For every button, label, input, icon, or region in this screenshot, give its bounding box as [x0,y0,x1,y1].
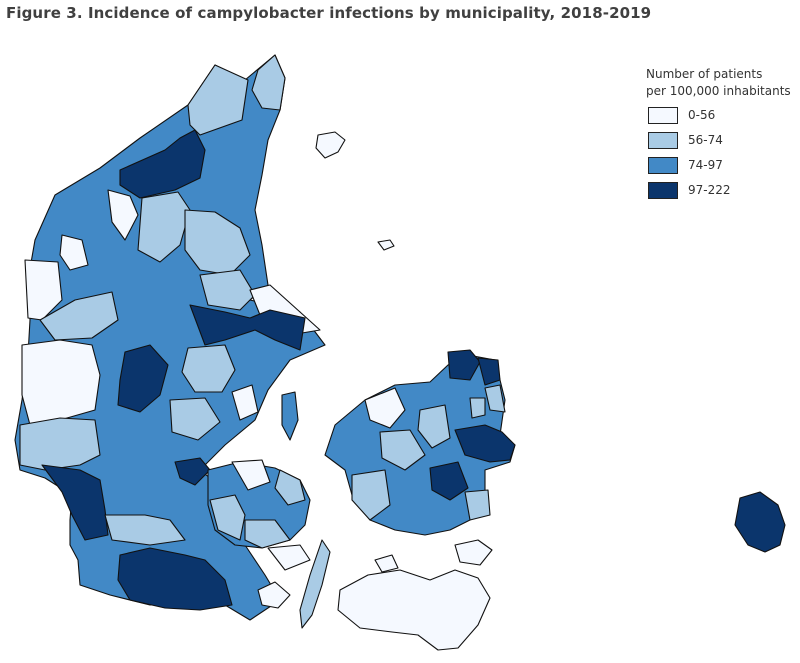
municipality [267,544,311,571]
legend-label: 0-56 [688,108,716,122]
laeso-island [315,131,346,159]
municipality [199,269,256,311]
municipality [454,424,516,463]
municipality [417,404,451,449]
als-island [257,581,291,609]
legend-item: 56-74 [646,130,796,150]
samso-island [281,391,299,441]
municipality [107,189,139,241]
municipality [104,514,186,546]
legend-label: 97-222 [688,183,731,197]
municipality [137,191,191,263]
municipality [484,384,506,413]
municipality [231,384,259,421]
municipality [251,54,286,111]
map-legend: Number of patients per 100,000 inhabitan… [646,66,796,205]
legend-label: 56-74 [688,133,723,147]
legend-item: 74-97 [646,155,796,175]
small-island [374,554,399,573]
municipality [187,64,249,136]
municipality [117,547,233,611]
municipality [24,259,63,321]
municipality [184,209,251,276]
legend-swatch [648,106,678,124]
legend-swatch [648,131,678,149]
municipality [477,357,501,386]
anholt-island [377,239,395,251]
municipality [469,397,486,419]
municipality [364,387,406,429]
municipality [19,417,101,471]
municipality [181,344,236,393]
municipality [39,291,119,341]
legend-swatch [648,181,678,199]
municipality [447,349,481,381]
municipality [429,461,469,501]
municipality [231,459,271,491]
municipality [169,397,221,441]
mon-island [454,539,493,566]
municipality [244,519,291,549]
legend-title: Number of patients per 100,000 inhabitan… [646,66,796,100]
figure-title: Figure 3. Incidence of campylobacter inf… [6,4,652,22]
municipality [21,339,101,426]
municipality [41,464,109,541]
legend-label: 74-97 [688,158,723,172]
legend-swatch [648,156,678,174]
municipality [117,344,169,413]
municipality [119,129,206,199]
municipality [351,469,391,521]
municipality [174,457,211,486]
bornholm-island [734,491,786,553]
langeland-island [299,539,331,629]
municipality [209,494,246,541]
legend-title-line1: Number of patients [646,67,763,81]
lolland-falster-islands [337,569,491,651]
legend-title-line2: per 100,000 inhabitants [646,84,791,98]
municipality [59,234,89,271]
municipality [189,304,306,351]
municipality [274,469,306,506]
municipality [464,489,491,521]
legend-item: 0-56 [646,105,796,125]
municipality [379,429,426,471]
legend-item: 97-222 [646,180,796,200]
